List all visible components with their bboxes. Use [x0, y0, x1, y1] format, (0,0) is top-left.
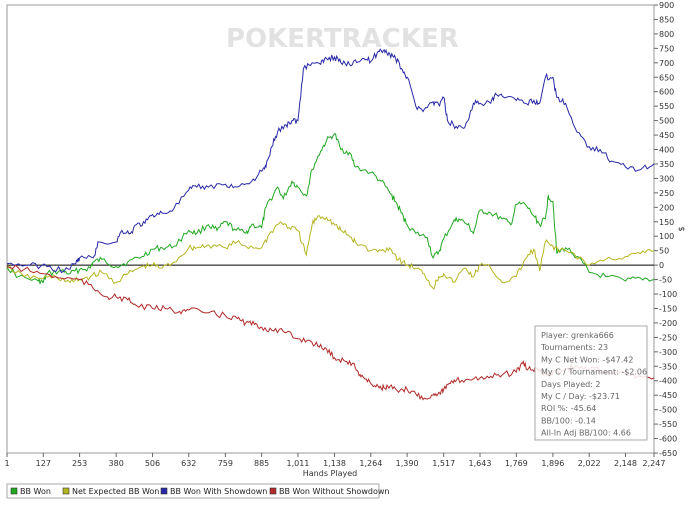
info-box: Player: grenka666 Tournaments: 23 My C Net… — [534, 325, 648, 441]
x-tick-label: 2,022 — [578, 459, 601, 468]
legend-label: BB Won With Showdown — [170, 487, 267, 496]
legend-label: Net Expected BB Won — [72, 487, 159, 496]
y-tick-label: -500 — [659, 406, 677, 415]
y-tick-label: 250 — [659, 189, 674, 198]
x-tick-label: 380 — [109, 459, 124, 468]
info-line: My C / Tournament: -$2.06 — [541, 368, 647, 377]
series-line-net-expected-bb-won — [6, 215, 655, 290]
x-tick-label: 885 — [254, 459, 269, 468]
legend-label: BB Won Without Showdown — [279, 487, 389, 496]
x-tick-label: 2,247 — [643, 459, 666, 468]
y-tick-label: -550 — [659, 420, 677, 429]
y-tick-label: -650 — [659, 449, 677, 458]
y-axis-ticks: 9008508007507006506005505004504003503002… — [654, 1, 677, 458]
y-tick-label: -600 — [659, 435, 677, 444]
x-tick-label: 253 — [72, 459, 87, 468]
x-tick-label: 1,264 — [359, 459, 382, 468]
y-tick-label: 600 — [659, 88, 674, 97]
legend-items: BB Won Net Expected BB Won BB Won With Sho… — [10, 487, 389, 496]
y-tick-label: 500 — [659, 117, 674, 126]
y-tick-label: -450 — [659, 391, 677, 400]
legend-label: BB Won — [20, 487, 51, 496]
y-tick-label: 50 — [659, 247, 669, 256]
y-tick-label: -300 — [659, 348, 677, 357]
y-tick-label: 450 — [659, 131, 674, 140]
info-line: BB/100: -0.14 — [541, 416, 596, 425]
x-tick-label: 632 — [181, 459, 196, 468]
info-line: All-In Adj BB/100: 4.66 — [541, 429, 631, 438]
y-tick-label: -400 — [659, 377, 677, 386]
legend-swatch — [160, 487, 168, 495]
x-tick-label: 1,011 — [286, 459, 309, 468]
series-line-bb-won-with-showdown — [6, 48, 655, 274]
x-tick-label: 1,138 — [323, 459, 346, 468]
y-tick-label: 800 — [659, 30, 674, 39]
x-tick-label: 127 — [36, 459, 51, 468]
series-line-bb-won — [6, 133, 655, 285]
y-axis-title: $ — [677, 226, 686, 231]
legend-swatch — [269, 487, 277, 495]
y-tick-label: 100 — [659, 232, 674, 241]
x-tick-label: 1 — [4, 459, 9, 468]
watermark: POKERTRACKER — [226, 24, 459, 54]
y-tick-label: 400 — [659, 146, 674, 155]
x-axis-title: Hands Played — [303, 469, 357, 478]
info-line: ROI %: -45.64 — [541, 404, 596, 413]
y-tick-label: 0 — [659, 261, 664, 270]
y-tick-label: -50 — [659, 276, 672, 285]
legend-swatch — [62, 487, 70, 495]
x-tick-label: 1,517 — [432, 459, 455, 468]
y-tick-label: -350 — [659, 362, 677, 371]
y-tick-label: 300 — [659, 174, 674, 183]
y-tick-label: -150 — [659, 304, 677, 313]
y-tick-label: 550 — [659, 102, 674, 111]
info-line: Days Played: 2 — [541, 380, 601, 389]
x-axis-ticks: 1 127 253 380 506 632 759 885 1,011 1,138 1,264 1,3… — [4, 453, 665, 468]
y-tick-label: -250 — [659, 333, 677, 342]
y-tick-label: 700 — [659, 59, 674, 68]
y-tick-label: 200 — [659, 203, 674, 212]
x-tick-label: 1,769 — [505, 459, 528, 468]
x-tick-label: 2,148 — [614, 459, 637, 468]
info-line: Player: grenka666 — [541, 331, 614, 340]
y-tick-label: 850 — [659, 15, 674, 24]
x-tick-label: 1,390 — [396, 459, 419, 468]
plot-frame — [6, 4, 655, 454]
y-tick-label: 650 — [659, 73, 674, 82]
y-tick-label: 150 — [659, 218, 674, 227]
y-tick-label: 350 — [659, 160, 674, 169]
legend-frame — [6, 483, 380, 499]
y-tick-label: -100 — [659, 290, 677, 299]
info-line: Tournaments: 23 — [540, 343, 608, 352]
info-lines: Player: grenka666 Tournaments: 23 My C Net… — [540, 331, 647, 438]
y-tick-label: -200 — [659, 319, 677, 328]
x-tick-label: 1,896 — [541, 459, 564, 468]
x-tick-label: 506 — [145, 459, 160, 468]
x-tick-label: 759 — [218, 459, 233, 468]
svg-text:POKERTRACKER: POKERTRACKER — [226, 24, 459, 54]
info-line: My C Net Won: -$47.42 — [541, 355, 633, 364]
legend-swatch — [10, 487, 18, 495]
y-tick-label: 900 — [659, 1, 674, 10]
x-tick-label: 1,643 — [469, 459, 492, 468]
info-line: My C / Day: -$23.71 — [541, 392, 620, 401]
info-box-frame — [534, 325, 648, 441]
legend: BB Won Net Expected BB Won BB Won With Sho… — [6, 483, 389, 499]
y-tick-label: 750 — [659, 44, 674, 53]
